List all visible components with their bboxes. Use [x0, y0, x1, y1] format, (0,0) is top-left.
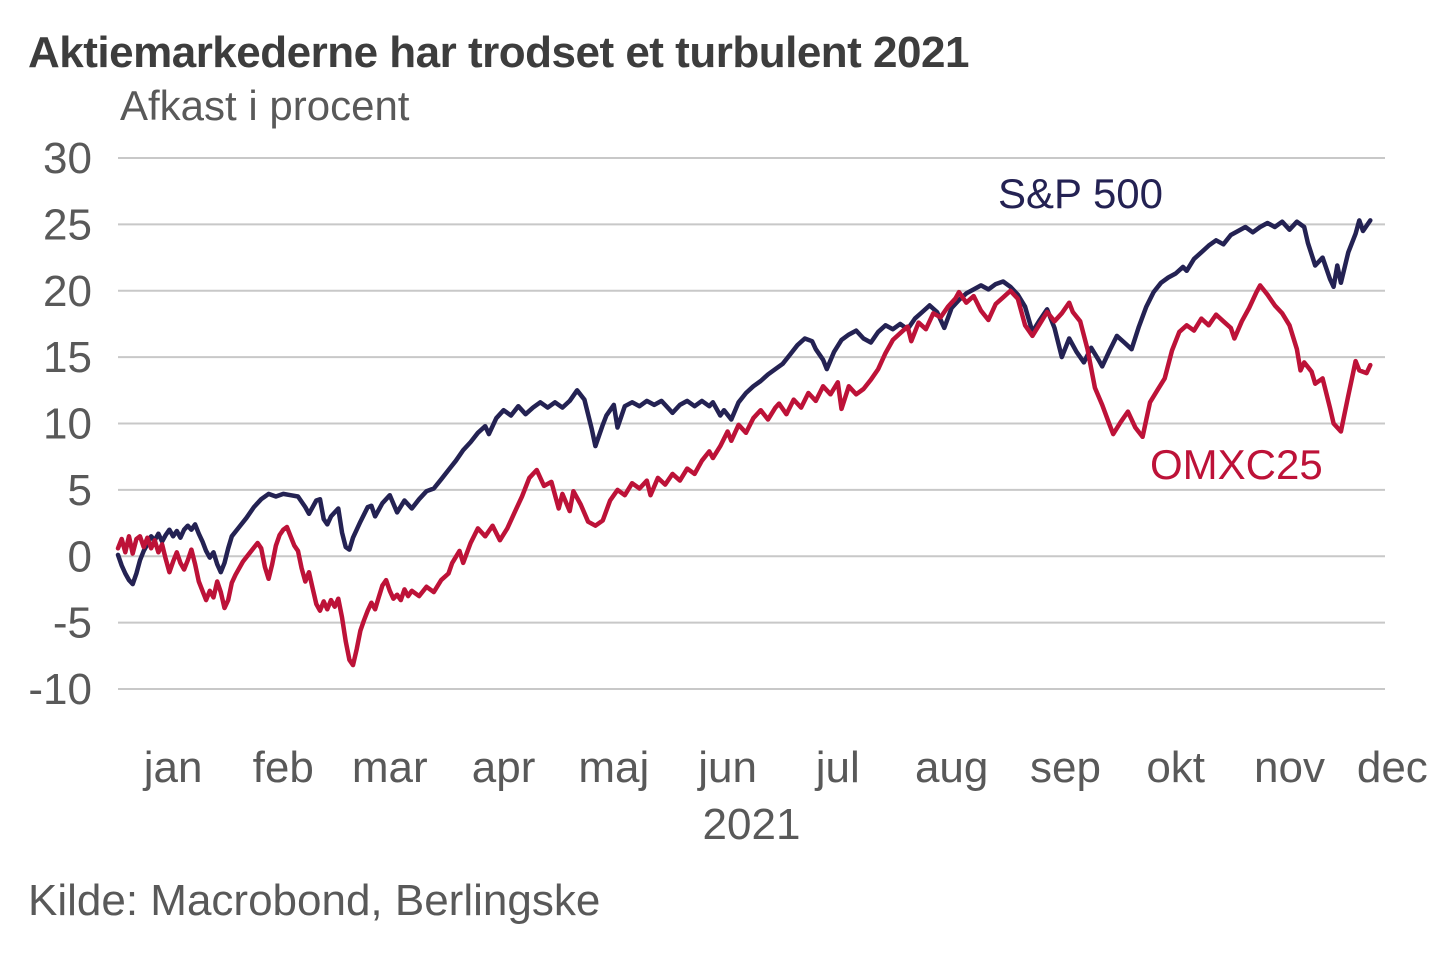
series-label-sp500: S&P 500 — [998, 170, 1164, 217]
x-tick-label: dec — [1357, 743, 1428, 792]
x-tick-label: mar — [352, 743, 428, 792]
x-tick-label: jul — [814, 743, 860, 792]
y-tick-label: 20 — [43, 267, 92, 316]
x-tick-label: aug — [915, 743, 988, 792]
y-tick-label: 0 — [68, 532, 92, 581]
x-tick-label: nov — [1254, 743, 1325, 792]
omxc25-line — [115, 283, 1373, 668]
chart-subtitle: Afkast i procent — [120, 82, 410, 129]
source-credit: Kilde: Macrobond, Berlingske — [28, 876, 601, 925]
x-tick-label: jun — [696, 743, 757, 792]
x-axis-year-label: 2021 — [702, 800, 801, 849]
x-tick-label: maj — [578, 743, 649, 792]
x-tick-label: sep — [1030, 743, 1101, 792]
y-tick-label: -10 — [28, 665, 92, 714]
y-tick-label: 15 — [43, 333, 92, 382]
x-tick-label: feb — [253, 743, 314, 792]
x-tick-label: okt — [1146, 743, 1205, 792]
series-label-omxc25: OMXC25 — [1150, 441, 1323, 488]
x-tick-label: apr — [472, 743, 536, 792]
sp500-line — [115, 218, 1373, 587]
line-chart-plot: 30 25 20 15 10 5 0 -5 -10 jan feb mar apr maj jun jul au… — [28, 134, 1428, 792]
y-tick-label: 5 — [68, 466, 92, 515]
y-tick-label: 30 — [43, 134, 92, 183]
y-tick-label: 25 — [43, 200, 92, 249]
chart-title: Aktiemarkederne har trodset et turbulent… — [28, 28, 969, 77]
x-tick-label: jan — [142, 743, 203, 792]
y-tick-label: -5 — [53, 599, 92, 648]
y-tick-label: 10 — [43, 400, 92, 449]
